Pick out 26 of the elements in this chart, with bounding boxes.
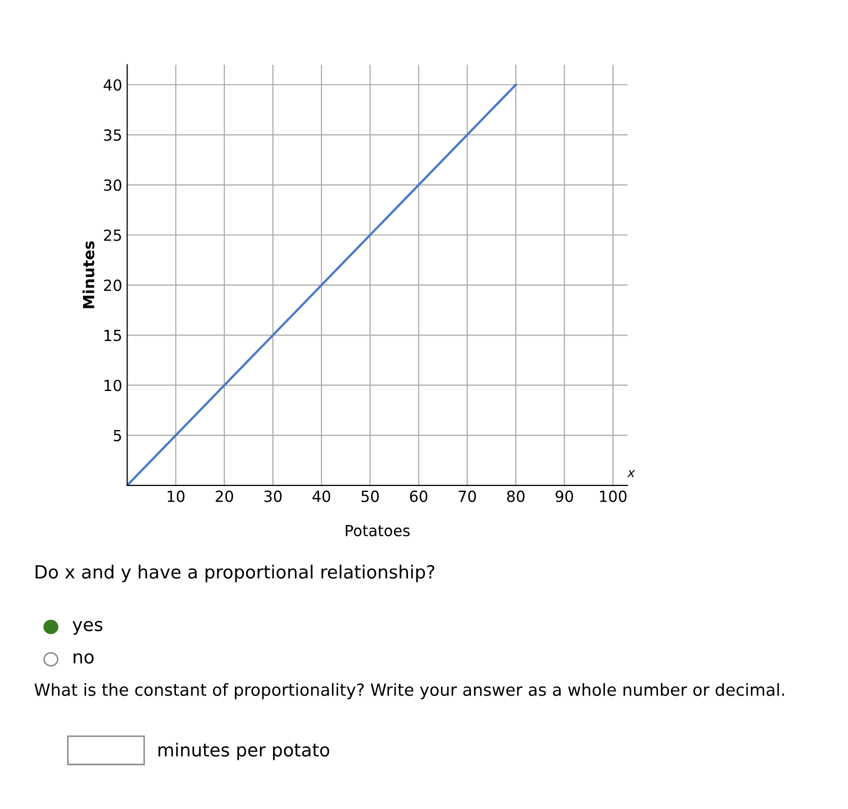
text: Do x and y have a proportional relationship? [36,564,434,582]
x-tick-label: 10 [168,490,184,502]
x-tick-label: 100 [600,490,627,502]
x-tick-label: 30 [264,490,282,502]
x-tick-label: 90 [556,490,574,502]
y-tick-label: 25 [104,229,122,242]
text: no [74,653,94,664]
y-tick-label: 35 [104,129,122,141]
annotation: x [627,470,636,477]
y-tick-label: 15 [104,330,122,342]
text: yes [72,620,102,635]
x-tick-label: 20 [216,490,234,502]
text: What is the constant of proportionality? Write your answer as a whole number or decimal. [34,683,784,700]
x-tick-label: 70 [458,490,476,502]
y-axis-title: Minutes [82,241,94,308]
y-tick-label: 5 [114,430,122,442]
y-tick-label: 10 [104,380,122,392]
x-axis-title: Potatoes [346,524,410,536]
text: minutes per potato [158,742,330,760]
y-tick-label: 30 [104,179,122,191]
y-tick-label: 40 [104,79,122,91]
x-tick-label: 80 [507,490,525,502]
x-tick-label: 50 [362,490,379,502]
x-tick-label: 60 [410,490,428,502]
y-tick-label: 20 [104,280,122,292]
x-tick-label: 40 [312,490,330,502]
